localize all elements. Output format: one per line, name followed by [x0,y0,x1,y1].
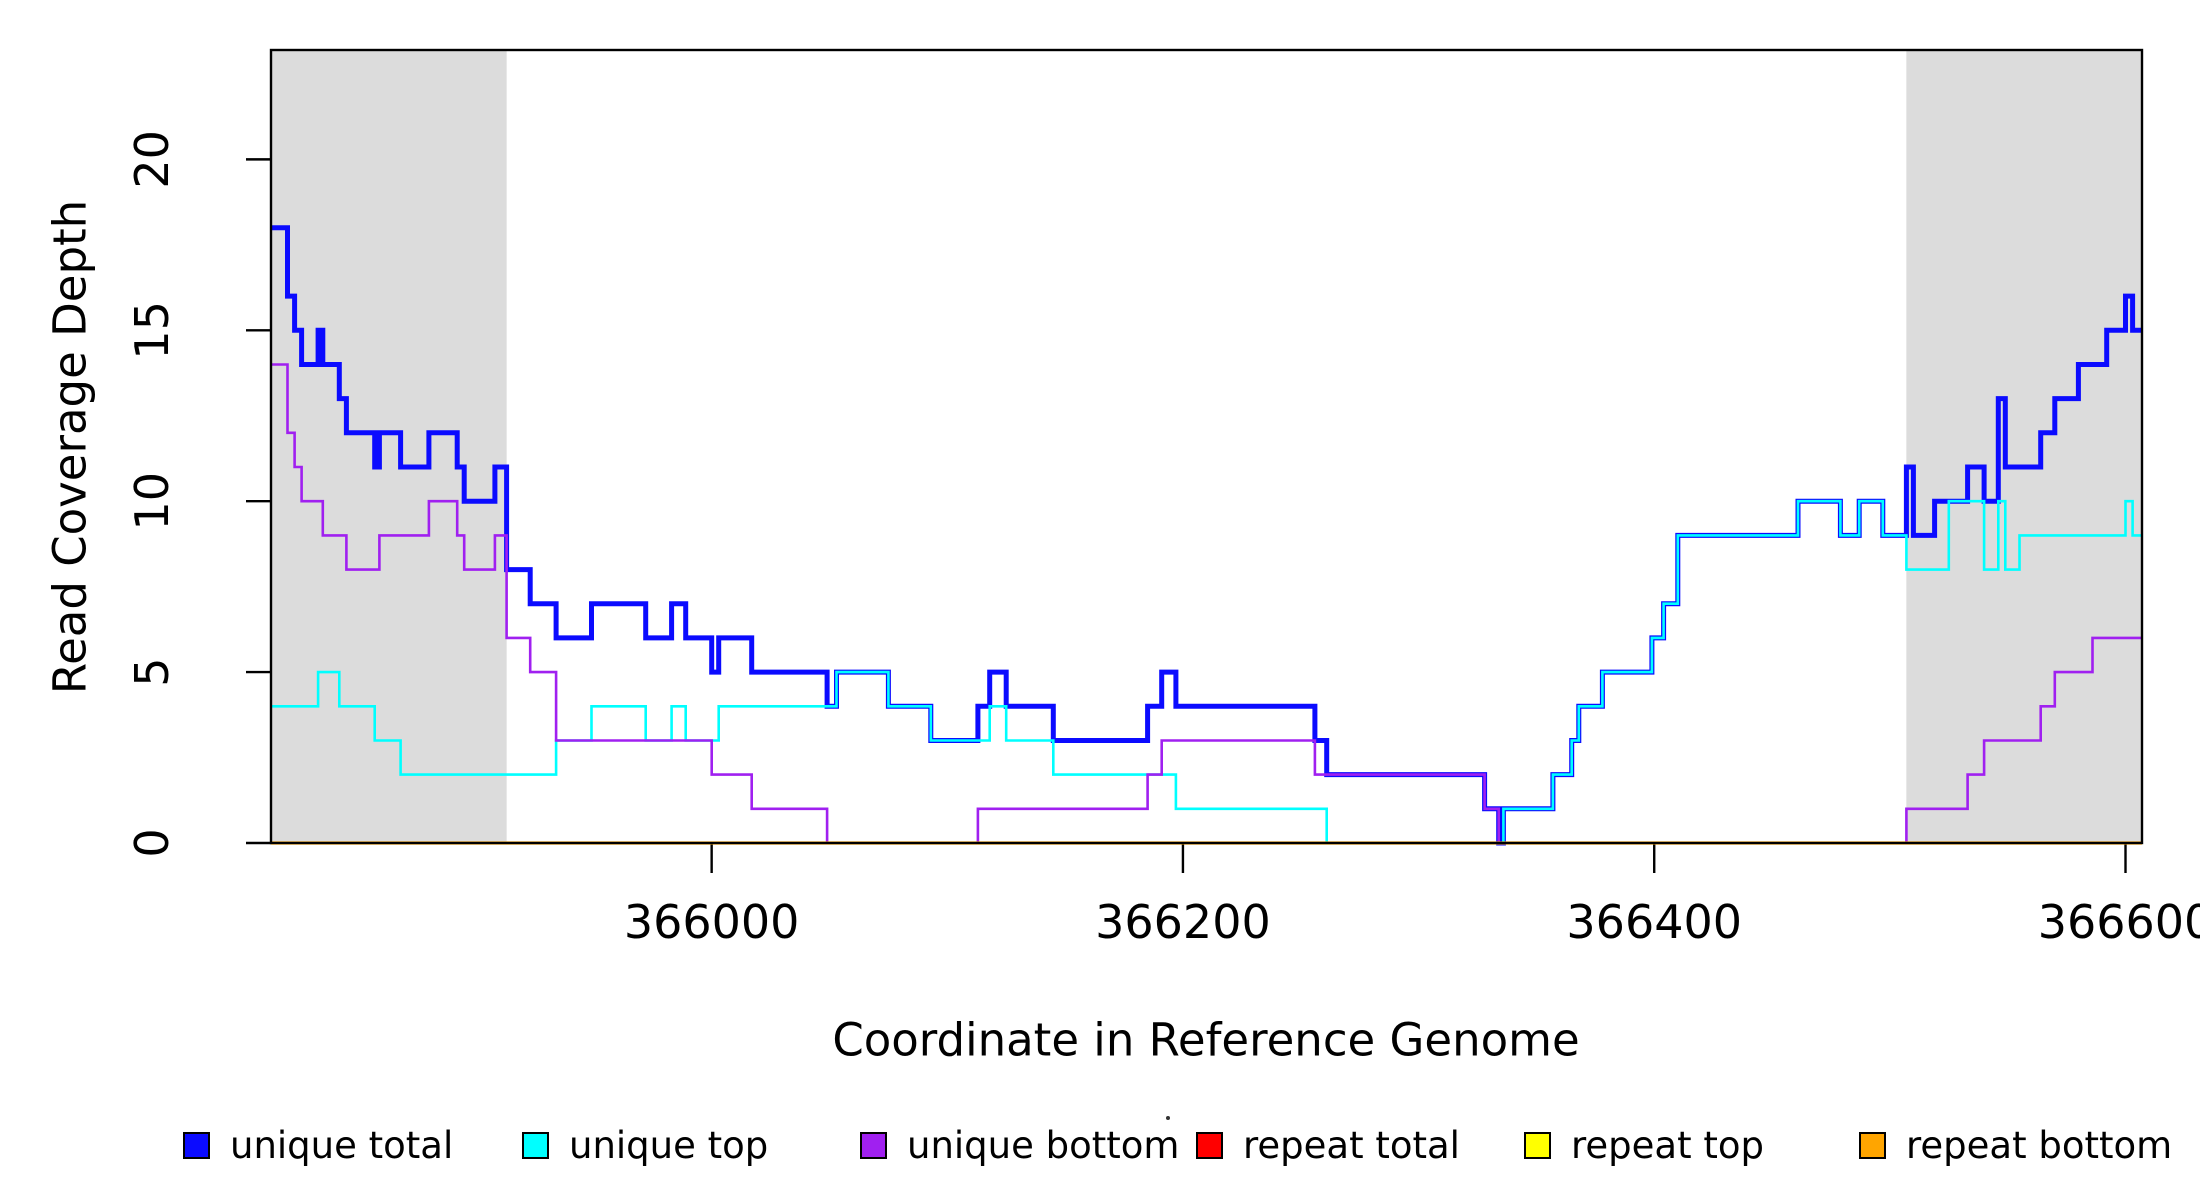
series-line-unique-top [271,499,2142,845]
legend-item-unique-top: unique top [522,1124,768,1167]
legend-label: unique total [230,1124,454,1167]
y-tick-label: 20 [125,130,179,189]
y-tick-label: 0 [125,828,179,857]
legend-label: unique top [569,1124,769,1167]
x-tick-label: 366200 [1095,895,1271,949]
legend-swatch-repeat-total [1196,1132,1223,1159]
legend-item-repeat-total: repeat total [1196,1124,1460,1167]
stray-dot [1166,1116,1170,1120]
x-tick-label: 366000 [624,895,800,949]
y-tick-label: 5 [125,657,179,686]
legend-swatch-unique-top [522,1132,549,1159]
legend-label: unique bottom [907,1124,1180,1167]
y-tick-label: 15 [125,301,179,360]
legend-swatch-repeat-top [1524,1132,1551,1159]
legend-swatch-repeat-bottom [1859,1132,1886,1159]
y-axis-title: Read Coverage Depth [43,199,97,695]
legend-label: repeat bottom [1906,1124,2173,1167]
y-tick-label: 10 [125,472,179,531]
series-line-unique-total [271,225,2142,846]
x-axis-title: Coordinate in Reference Genome [832,1013,1580,1067]
legend-swatch-unique-bottom [860,1132,887,1159]
legend-item-unique-total: unique total [183,1124,453,1167]
legend-item-repeat-bottom: repeat bottom [1859,1124,2172,1167]
shaded-region-right [1906,50,2142,843]
plot-box [269,48,2144,845]
x-tick-label: 366600 [2038,895,2200,949]
legend-item-unique-bottom: unique bottom [860,1124,1179,1167]
legend-item-repeat-top: repeat top [1524,1124,1764,1167]
legend-label: repeat top [1571,1124,1764,1167]
legend-swatch-unique-total [183,1132,210,1159]
x-tick-label: 366400 [1566,895,1742,949]
series-line-unique-bottom [271,363,2142,845]
shaded-region-left [271,50,507,843]
legend-label: repeat total [1243,1124,1460,1167]
